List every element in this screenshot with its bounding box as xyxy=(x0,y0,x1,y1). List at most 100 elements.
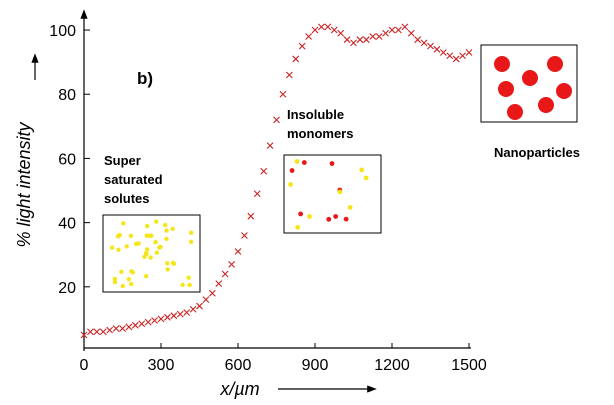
dot xyxy=(538,97,554,113)
dot xyxy=(547,56,563,72)
dot xyxy=(142,254,147,260)
marker xyxy=(439,49,447,56)
marker xyxy=(350,39,357,47)
dot xyxy=(326,216,332,222)
dot xyxy=(120,283,126,289)
marker xyxy=(292,55,300,63)
marker xyxy=(138,320,146,328)
dot xyxy=(347,205,353,210)
marker xyxy=(99,328,107,336)
x-tick-label: 0 xyxy=(80,357,89,374)
marker xyxy=(234,248,242,255)
y-tick-label: 60 xyxy=(58,151,76,168)
inset-label: Insoluble xyxy=(287,107,344,122)
dot xyxy=(289,168,295,173)
marker xyxy=(183,309,191,316)
dot xyxy=(288,182,293,187)
inset-dots xyxy=(109,56,572,289)
marker xyxy=(407,29,415,37)
dot xyxy=(162,222,168,228)
inset-label: Nanoparticles xyxy=(494,145,580,160)
marker xyxy=(131,321,139,329)
dot xyxy=(343,216,349,222)
y-tick-label: 80 xyxy=(58,87,76,104)
marker xyxy=(164,313,171,321)
dot xyxy=(143,251,149,256)
dot xyxy=(124,244,129,249)
dot xyxy=(148,255,153,260)
dot xyxy=(117,232,123,238)
y-tick-label: 40 xyxy=(58,216,76,233)
marker xyxy=(144,318,152,326)
dot xyxy=(170,260,176,266)
dot xyxy=(494,56,510,72)
dot xyxy=(116,247,121,252)
marker xyxy=(119,325,126,332)
marker xyxy=(446,52,454,60)
marker xyxy=(279,90,287,98)
marker xyxy=(433,45,441,53)
dot xyxy=(109,245,115,250)
dot xyxy=(165,261,170,266)
dot xyxy=(112,279,118,285)
x-tick-label: 1200 xyxy=(374,357,410,374)
dot xyxy=(164,236,169,242)
dot xyxy=(119,269,124,274)
marker xyxy=(382,29,389,37)
dot xyxy=(556,83,572,99)
dot xyxy=(154,250,159,255)
marker xyxy=(273,116,280,124)
marker xyxy=(298,42,306,50)
marker xyxy=(369,33,377,40)
marker xyxy=(330,26,338,34)
dot xyxy=(363,175,369,181)
y-tick-label: 20 xyxy=(58,280,76,297)
marker xyxy=(106,326,114,334)
y-axis-label: % light intensity xyxy=(14,121,34,247)
dot xyxy=(188,239,194,244)
dot xyxy=(180,282,185,288)
marker xyxy=(189,305,197,313)
marker xyxy=(414,36,422,44)
dot xyxy=(337,189,343,195)
marker xyxy=(247,212,255,220)
marker xyxy=(459,52,466,60)
marker xyxy=(420,39,428,47)
marker xyxy=(427,42,434,50)
marker xyxy=(343,36,351,44)
marker xyxy=(196,302,203,310)
marker xyxy=(176,310,184,318)
marker xyxy=(80,331,88,339)
dot xyxy=(294,159,300,164)
dot xyxy=(126,277,131,282)
inset-label: Super xyxy=(104,153,141,168)
y-tick-label: 100 xyxy=(49,23,76,40)
marker xyxy=(337,29,345,37)
dot xyxy=(498,81,514,97)
dot xyxy=(188,230,194,235)
x-tick-label: 1500 xyxy=(451,357,487,374)
inset-box xyxy=(283,154,382,234)
dot xyxy=(146,233,152,239)
dot xyxy=(143,273,149,279)
marker xyxy=(253,190,261,198)
dot xyxy=(144,223,150,229)
marker xyxy=(241,232,248,239)
marker xyxy=(93,328,101,336)
dot xyxy=(507,104,523,120)
dot xyxy=(359,167,365,173)
dot xyxy=(298,211,304,217)
dot xyxy=(145,247,150,252)
dot xyxy=(333,214,339,219)
dot xyxy=(307,214,312,219)
marker xyxy=(215,280,223,287)
dot xyxy=(329,161,335,166)
marker xyxy=(305,33,312,40)
marker xyxy=(401,23,409,31)
dot xyxy=(133,241,139,247)
dot xyxy=(165,267,170,272)
dot xyxy=(153,239,158,245)
dot xyxy=(522,70,538,86)
